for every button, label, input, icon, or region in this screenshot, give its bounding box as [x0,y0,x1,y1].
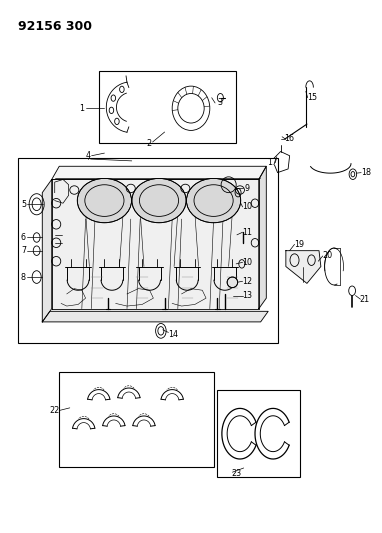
Text: 2: 2 [146,139,151,148]
Text: 10: 10 [243,258,253,267]
Text: 5: 5 [21,200,26,209]
Text: 6: 6 [21,233,26,242]
Text: 22: 22 [49,406,60,415]
Text: 23: 23 [232,469,242,478]
Ellipse shape [227,277,238,288]
Bar [59,372,214,467]
Bar [18,158,278,343]
Text: 1: 1 [79,104,84,113]
Text: 4: 4 [85,151,91,160]
Ellipse shape [77,179,131,223]
Text: 21: 21 [360,295,370,304]
Text: 14: 14 [168,329,178,338]
Text: 92156 300: 92156 300 [18,20,92,33]
Ellipse shape [186,179,241,223]
Text: 19: 19 [295,240,304,249]
Text: 9: 9 [245,184,250,193]
Text: 17: 17 [267,158,277,167]
Text: 8: 8 [21,272,26,281]
Bar [99,71,236,142]
Text: 18: 18 [361,168,371,177]
Polygon shape [286,251,321,284]
Text: 15: 15 [307,93,317,102]
Polygon shape [52,166,266,180]
Text: 20: 20 [322,252,332,261]
Polygon shape [42,311,268,322]
Ellipse shape [132,179,186,223]
Text: 16: 16 [285,134,295,143]
Text: 12: 12 [243,277,253,286]
Bar [217,391,300,478]
Text: 10: 10 [243,203,253,212]
Polygon shape [52,180,259,309]
Text: 7: 7 [21,246,26,255]
Text: 11: 11 [243,228,253,237]
Polygon shape [42,180,52,322]
Polygon shape [259,166,266,309]
Text: 3: 3 [217,99,222,108]
Text: 13: 13 [243,291,253,300]
